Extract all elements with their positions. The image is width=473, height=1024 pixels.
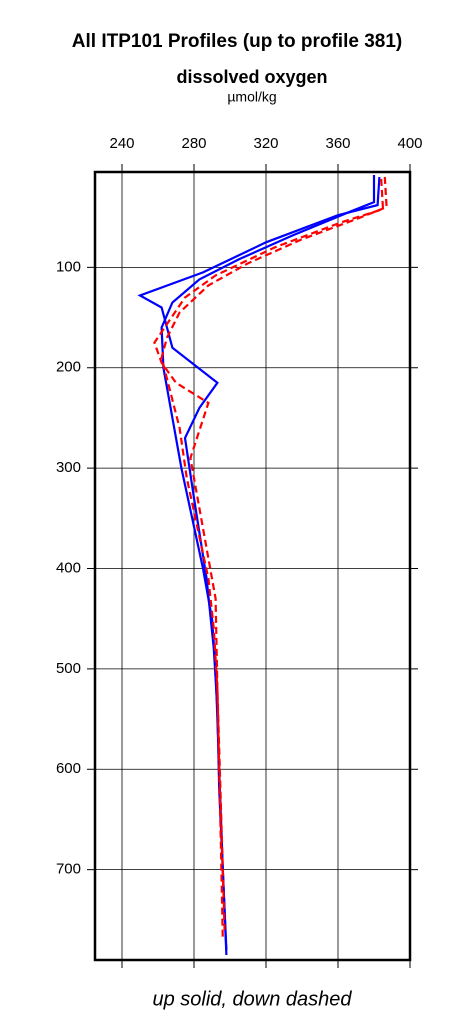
y-tick-label: 200	[56, 359, 81, 376]
x-tick-label: 400	[397, 135, 422, 152]
x-axis-label: up solid, down dashed	[152, 988, 352, 1010]
x-tick-label: 360	[325, 135, 350, 152]
y-tick-label: 400	[56, 559, 81, 576]
y-tick-label: 100	[56, 258, 81, 275]
profile-line	[160, 176, 388, 940]
profile-line	[160, 175, 376, 956]
x-tick-label: 280	[181, 135, 206, 152]
y-tick-label: 300	[56, 459, 81, 476]
y-tick-label: 500	[56, 660, 81, 677]
chart-title: All ITP101 Profiles (up to profile 381)	[72, 31, 402, 52]
y-tick-label: 700	[56, 861, 81, 878]
profile-line	[153, 178, 385, 930]
chart-subtitle: dissolved oxygen	[176, 67, 327, 87]
profile-line	[137, 176, 381, 951]
plot-frame	[93, 170, 412, 962]
y-tick-label: 600	[56, 760, 81, 777]
x-tick-label: 240	[109, 135, 134, 152]
x-tick-label: 320	[253, 135, 278, 152]
x-unit: µmol/kg	[227, 89, 276, 105]
